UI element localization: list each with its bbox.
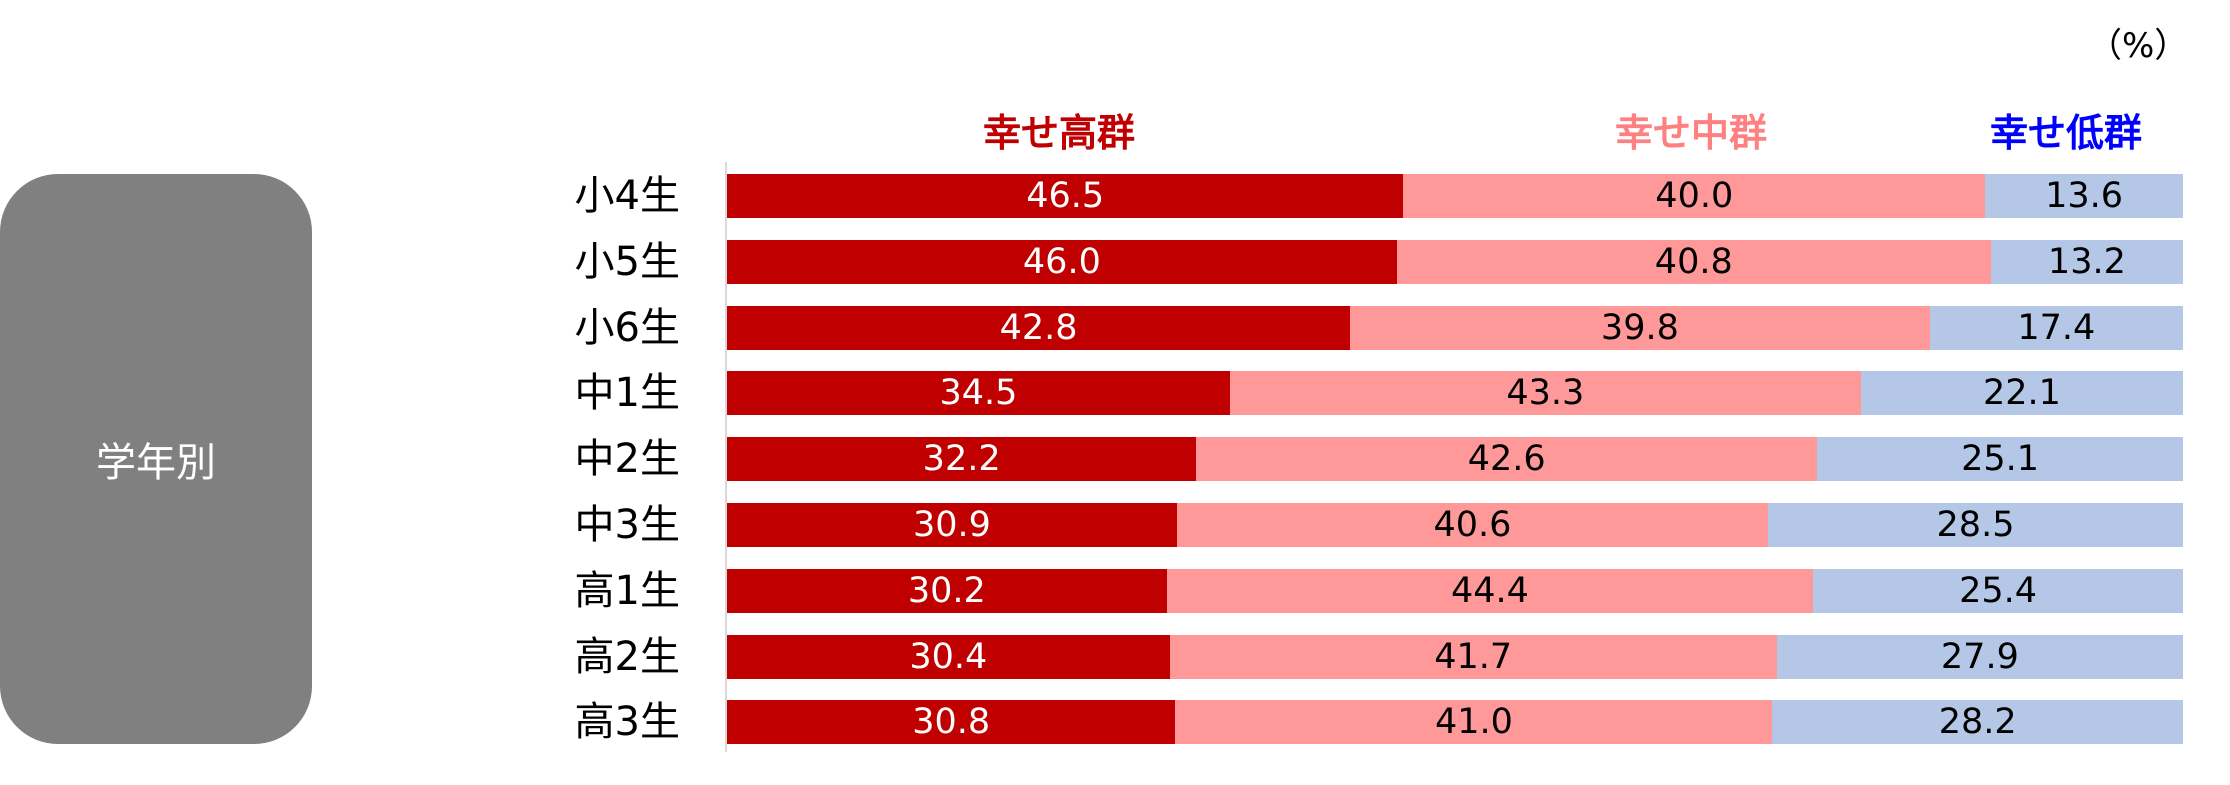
category-label: 高3生 bbox=[574, 699, 680, 746]
category-label: 高2生 bbox=[574, 633, 680, 680]
bar-mid: 40.0 bbox=[1403, 174, 1986, 218]
bar-low: 27.9 bbox=[1776, 634, 2183, 679]
category-label: 小5生 bbox=[574, 238, 680, 285]
bar-high: 30.2 bbox=[727, 568, 1167, 613]
category-label: 中1生 bbox=[574, 370, 680, 417]
bar-mid: 42.6 bbox=[1196, 437, 1818, 482]
bar-high: 30.8 bbox=[727, 700, 1176, 745]
bar-low: 13.6 bbox=[1985, 174, 2183, 218]
bar-mid: 43.3 bbox=[1229, 371, 1861, 416]
bar-high: 46.0 bbox=[727, 239, 1397, 284]
category-label: 高1生 bbox=[574, 567, 680, 614]
bar-low: 17.4 bbox=[1929, 305, 2183, 350]
bar-mid: 40.6 bbox=[1176, 503, 1769, 547]
bar-low: 13.2 bbox=[1990, 239, 2183, 284]
unit-label: （%） bbox=[2088, 26, 2189, 66]
legend-low: 幸せ低群 bbox=[1990, 111, 2143, 155]
bar-high: 32.2 bbox=[727, 437, 1197, 482]
bar-low: 28.2 bbox=[1772, 700, 2183, 745]
bar-high: 30.4 bbox=[727, 634, 1170, 679]
legend-high: 幸せ高群 bbox=[983, 111, 1136, 155]
category-label: 中2生 bbox=[574, 436, 680, 483]
category-label: 中3生 bbox=[574, 502, 680, 548]
bar-low: 22.1 bbox=[1860, 371, 2183, 416]
category-label: 小6生 bbox=[574, 304, 680, 351]
bar-low: 25.4 bbox=[1813, 568, 2183, 613]
bar-high: 30.9 bbox=[727, 503, 1177, 547]
bar-low: 28.5 bbox=[1768, 503, 2183, 547]
legend-mid: 幸せ中群 bbox=[1615, 111, 1768, 155]
bar-mid: 41.0 bbox=[1175, 700, 1773, 745]
bar-mid: 40.8 bbox=[1396, 239, 1991, 284]
bar-high: 46.5 bbox=[727, 174, 1404, 218]
bar-mid: 41.7 bbox=[1169, 634, 1777, 679]
category-axis bbox=[725, 162, 727, 752]
group-label: 学年別 bbox=[0, 174, 312, 744]
bar-high: 42.8 bbox=[727, 305, 1351, 350]
group-label-text: 学年別 bbox=[96, 440, 216, 486]
category-label: 小4生 bbox=[574, 173, 680, 219]
bar-high: 34.5 bbox=[727, 371, 1230, 416]
bar-mid: 39.8 bbox=[1350, 305, 1930, 350]
bar-low: 25.1 bbox=[1817, 437, 2183, 482]
bar-mid: 44.4 bbox=[1166, 568, 1814, 613]
